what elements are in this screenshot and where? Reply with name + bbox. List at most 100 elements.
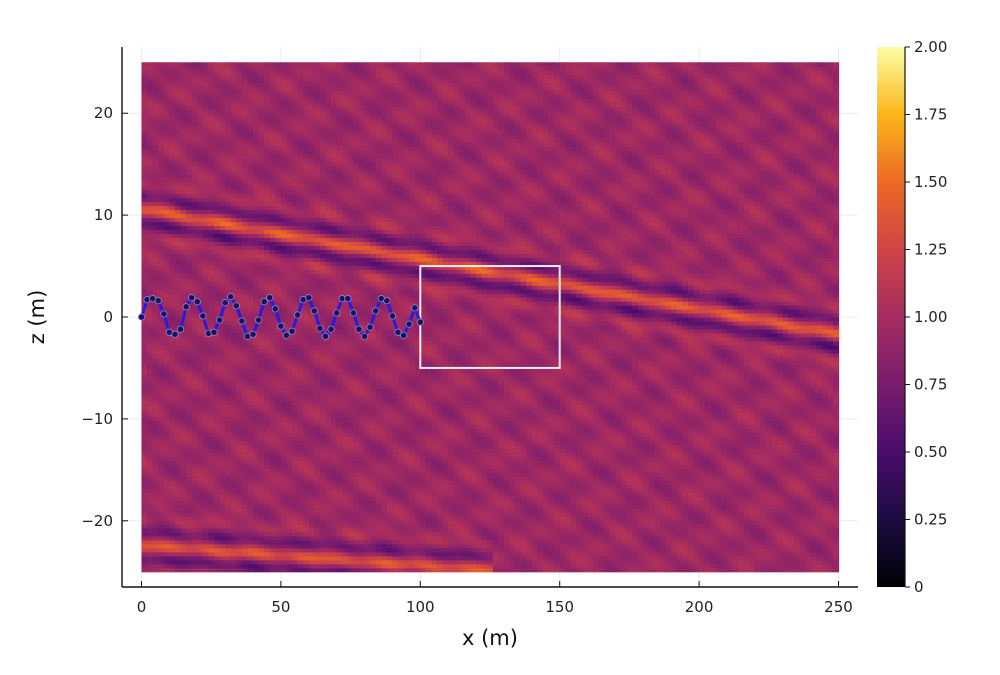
heatmap-cell bbox=[275, 157, 282, 163]
heatmap-cell bbox=[269, 500, 276, 505]
heatmap-cell bbox=[253, 181, 260, 187]
heatmap-cell bbox=[219, 340, 226, 346]
heatmap-cell bbox=[336, 404, 343, 410]
heatmap-cell bbox=[286, 173, 293, 179]
heatmap-cell bbox=[297, 328, 304, 334]
heatmap-cell bbox=[325, 125, 332, 131]
heatmap-cell bbox=[147, 404, 154, 410]
heatmap-cell bbox=[169, 508, 176, 513]
heatmap-cell bbox=[180, 281, 187, 286]
heatmap-cell bbox=[275, 456, 282, 461]
heatmap-cell bbox=[236, 508, 243, 513]
heatmap-cell bbox=[280, 555, 288, 561]
heatmap-cell bbox=[152, 352, 159, 358]
heatmap-cell bbox=[147, 98, 154, 103]
heatmap-cell bbox=[325, 348, 332, 354]
heatmap-cell bbox=[147, 153, 154, 159]
heatmap-cell bbox=[319, 340, 327, 346]
heatmap-cell bbox=[180, 118, 187, 123]
heatmap-cell bbox=[286, 129, 293, 135]
heatmap-cell bbox=[308, 114, 315, 119]
heatmap-cell bbox=[258, 209, 265, 215]
heatmap-cell bbox=[141, 567, 148, 573]
heatmap-cell bbox=[292, 356, 299, 362]
heatmap-cell bbox=[236, 512, 243, 517]
heatmap-cell bbox=[286, 149, 293, 155]
heatmap-cell bbox=[331, 225, 338, 231]
heatmap-cell bbox=[347, 261, 354, 266]
heatmap-cell bbox=[247, 253, 254, 258]
heatmap-cell bbox=[225, 440, 232, 445]
heatmap-cell bbox=[214, 110, 221, 115]
heatmap-cell bbox=[191, 320, 198, 326]
heatmap-cell bbox=[314, 464, 321, 469]
heatmap-cell bbox=[331, 273, 338, 278]
heatmap-cell bbox=[308, 133, 315, 139]
heatmap-cell bbox=[247, 404, 254, 410]
heatmap-cell bbox=[186, 444, 193, 449]
heatmap-cell bbox=[280, 456, 288, 461]
heatmap-cell bbox=[219, 289, 226, 294]
heatmap-cell bbox=[174, 432, 182, 437]
heatmap-cell bbox=[253, 368, 260, 374]
heatmap-cell bbox=[202, 78, 210, 83]
heatmap-cell bbox=[163, 114, 170, 119]
heatmap-cell bbox=[269, 420, 276, 426]
heatmap-cell bbox=[347, 233, 354, 238]
heatmap-cell bbox=[152, 400, 159, 406]
heatmap-cell bbox=[336, 313, 343, 318]
heatmap-cell bbox=[158, 169, 165, 175]
heatmap-cell bbox=[280, 153, 288, 159]
heatmap-cell bbox=[253, 344, 260, 350]
heatmap-cell bbox=[236, 257, 243, 262]
heatmap-cell bbox=[297, 543, 304, 549]
heatmap-cell bbox=[219, 74, 226, 79]
heatmap-cell bbox=[152, 161, 159, 167]
heatmap-cell bbox=[186, 328, 193, 334]
heatmap-cell bbox=[269, 201, 276, 207]
heatmap-cell bbox=[314, 519, 321, 525]
heatmap-cell bbox=[197, 185, 204, 191]
heatmap-cell bbox=[325, 440, 332, 445]
heatmap-cell bbox=[169, 352, 176, 358]
heatmap-cell bbox=[219, 440, 226, 445]
heatmap-cell bbox=[331, 90, 338, 95]
heatmap-cell bbox=[158, 233, 165, 238]
heatmap-cell bbox=[325, 404, 332, 410]
heatmap-cell bbox=[303, 141, 310, 147]
heatmap-cell bbox=[264, 177, 271, 183]
heatmap-cell bbox=[286, 197, 293, 203]
heatmap-cell bbox=[336, 376, 343, 382]
heatmap-cell bbox=[292, 539, 299, 545]
heatmap-cell bbox=[147, 527, 154, 533]
heatmap-cell bbox=[230, 388, 237, 394]
heatmap-cell bbox=[141, 157, 148, 163]
heatmap-cell bbox=[331, 205, 338, 211]
heatmap-cell bbox=[269, 245, 276, 250]
heatmap-cell bbox=[347, 94, 354, 99]
heatmap-cell bbox=[292, 217, 299, 223]
heatmap-cell bbox=[347, 432, 354, 437]
heatmap-cell bbox=[186, 468, 193, 473]
heatmap-cell bbox=[219, 106, 226, 111]
heatmap-cell bbox=[342, 527, 349, 533]
heatmap-cell bbox=[152, 444, 159, 449]
heatmap-cell bbox=[180, 221, 187, 227]
heatmap-cell bbox=[214, 285, 221, 290]
heatmap-cell bbox=[253, 480, 260, 485]
heatmap-cell bbox=[353, 285, 360, 290]
heatmap-cell bbox=[286, 293, 293, 298]
heatmap-cell bbox=[169, 388, 176, 394]
heatmap-cell bbox=[303, 233, 310, 238]
heatmap-cell bbox=[208, 535, 215, 541]
heatmap-cell bbox=[208, 221, 215, 227]
heatmap-cell bbox=[342, 324, 349, 330]
heatmap-cell bbox=[269, 408, 276, 414]
heatmap-cell bbox=[258, 416, 265, 422]
heatmap-cell bbox=[297, 125, 304, 131]
heatmap-cell bbox=[336, 137, 343, 143]
heatmap-cell bbox=[169, 380, 176, 386]
heatmap-cell bbox=[225, 309, 232, 314]
heatmap-cell bbox=[353, 384, 360, 390]
heatmap-cell bbox=[197, 336, 204, 342]
